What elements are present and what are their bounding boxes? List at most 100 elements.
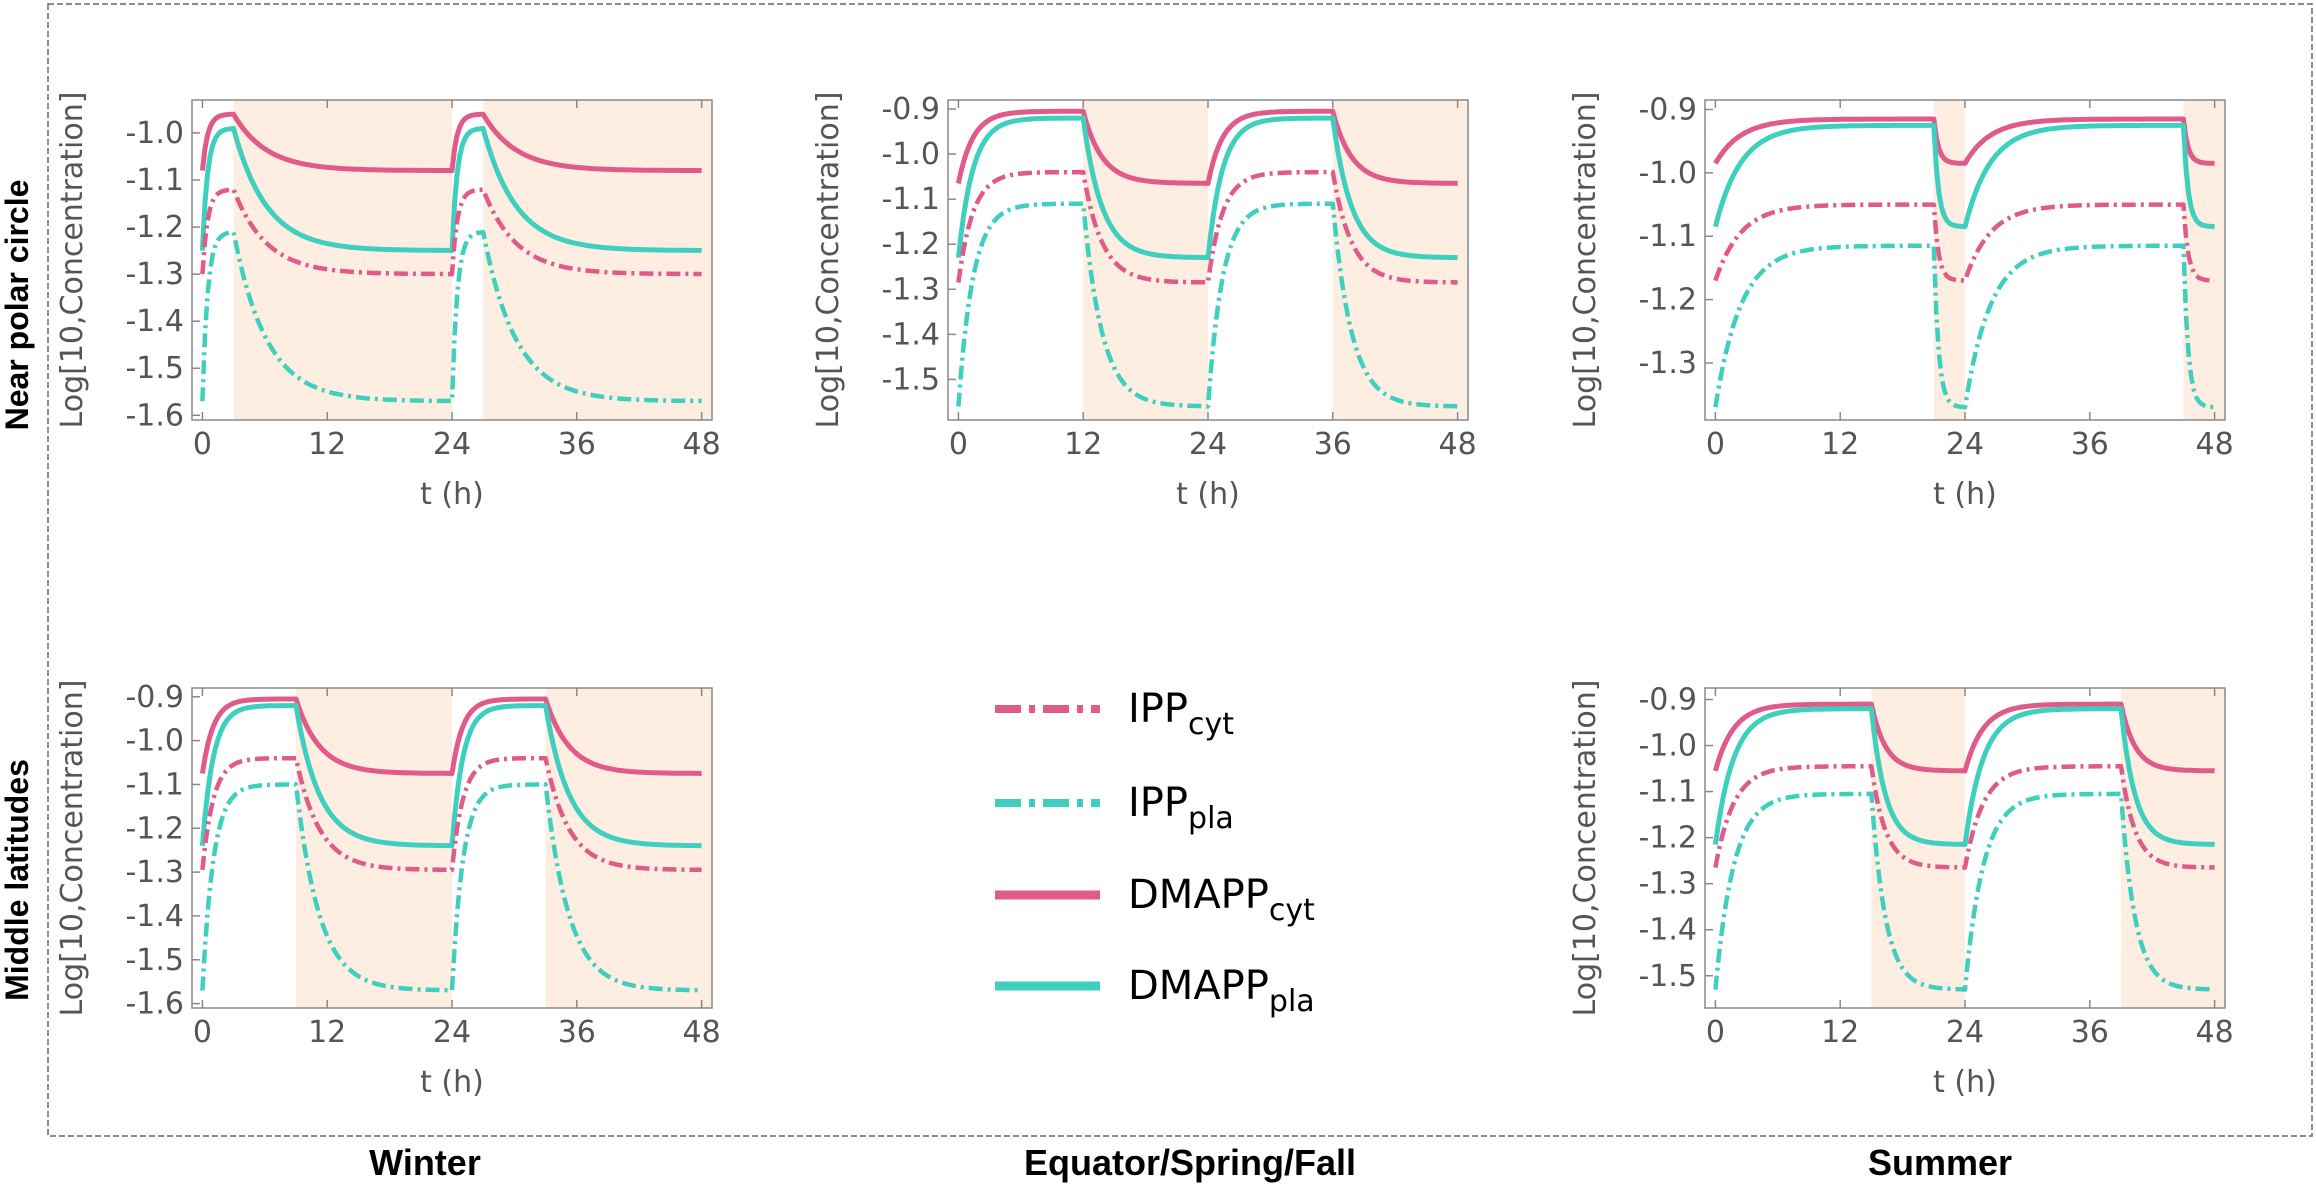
y-tick-label: -1.1 <box>881 182 940 217</box>
x-tick-label: 12 <box>308 1015 346 1050</box>
x-axis-label: t (h) <box>420 477 484 512</box>
chart-polar-winter: 0 12 24 36 48 -1.6 -1.5 -1.4 -1.3 -1.2 -1.1 -1.0 t (… <box>55 92 721 512</box>
y-tick-label: -1.1 <box>1638 775 1697 810</box>
legend-item-ipp-pla: IPPpla <box>995 780 1234 836</box>
panels: 0 12 24 36 48 -1.6 -1.5 -1.4 -1.3 -1.2 -1.1 -1.0 t (… <box>55 92 2234 1100</box>
y-tick-label: -1.4 <box>1638 913 1697 948</box>
y-tick-label: -1.1 <box>125 163 184 198</box>
y-tick-label: -1.2 <box>1638 821 1697 856</box>
figure-frame <box>47 3 2313 1137</box>
x-axis-label: t (h) <box>1176 477 1240 512</box>
night-band <box>1083 100 1208 420</box>
y-tick-label: -1.3 <box>881 272 940 307</box>
series-ipp-cyt <box>956 169 1458 285</box>
x-tick-label: 36 <box>1314 427 1352 462</box>
y-tick-label: -1.2 <box>881 227 940 262</box>
y-axis-label: Log[10,Concentration] <box>55 92 90 429</box>
chart-middle-summer: 0 12 24 36 48 -1.5 -1.4 -1.3 -1.2 -1.1 -1.0 -0.9 t (… <box>1568 680 2234 1100</box>
y-tick-label: -1.4 <box>125 899 184 934</box>
y-tick-label: -1.1 <box>1638 219 1697 254</box>
night-band <box>296 688 452 1008</box>
y-tick-label: -1.0 <box>1638 156 1697 191</box>
night-band <box>545 688 712 1008</box>
series-dmapp-pla <box>199 703 702 849</box>
x-axis-label: t (h) <box>420 1065 484 1100</box>
row-label-polar: Near polar circle <box>0 180 35 431</box>
y-tick-label: -1.0 <box>125 116 184 151</box>
x-tick-label: 0 <box>193 427 212 462</box>
y-tick-label: -0.9 <box>1638 93 1697 128</box>
y-tick-label: -1.5 <box>125 943 184 978</box>
x-tick-label: 48 <box>683 427 721 462</box>
series-ipp-cyt <box>200 755 702 873</box>
y-tick-label: -1.4 <box>125 304 184 339</box>
chart-polar-equinox: 0 12 24 36 48 -1.5 -1.4 -1.3 -1.2 -1.1 -1.0 -0.9 t (… <box>811 92 1477 512</box>
y-tick-label: -1.5 <box>881 362 940 397</box>
x-tick-label: 36 <box>558 427 596 462</box>
legend-item-dmapp-pla: DMAPPpla <box>995 963 1315 1019</box>
legend-label-dmapp-pla: DMAPP <box>1128 963 1269 1009</box>
x-tick-label: 12 <box>1821 427 1859 462</box>
series-dmapp-pla <box>1712 122 2215 230</box>
legend-sub-ipp-cyt: cyt <box>1188 707 1234 742</box>
y-tick-label: -0.9 <box>1638 683 1697 718</box>
x-tick-label: 0 <box>949 427 968 462</box>
x-tick-label: 48 <box>2196 1015 2234 1050</box>
x-tick-label: 24 <box>1946 1015 1984 1050</box>
night-band <box>1871 688 1965 1008</box>
x-tick-label: 0 <box>1706 427 1725 462</box>
y-tick-label: -1.0 <box>881 137 940 172</box>
y-axis-label: Log[10,Concentration] <box>1568 680 1603 1017</box>
series-dmapp-cyt <box>1713 701 2215 774</box>
series-ipp-cyt <box>1713 202 2215 283</box>
svg-text:DMAPPcyt: DMAPPcyt <box>1128 872 1315 928</box>
series-ipp-pla <box>1713 243 2215 410</box>
legend-sub-dmapp-cyt: cyt <box>1269 893 1315 928</box>
y-tick-label: -1.3 <box>125 855 184 890</box>
y-tick-label: -1.2 <box>1638 283 1697 318</box>
x-tick-label: 24 <box>433 1015 471 1050</box>
y-tick-label: -1.6 <box>125 398 184 433</box>
series-dmapp-cyt <box>199 696 702 776</box>
y-axis-label: Log[10,Concentration] <box>1568 92 1603 429</box>
x-axis-label: t (h) <box>1933 477 1997 512</box>
svg-text:IPPcyt: IPPcyt <box>1128 686 1234 742</box>
y-tick-label: -1.1 <box>125 767 184 802</box>
series-ipp-pla <box>200 229 702 404</box>
y-tick-label: -1.0 <box>1638 729 1697 764</box>
x-tick-label: 24 <box>433 427 471 462</box>
col-label-winter: Winter <box>369 1142 481 1183</box>
svg-text:DMAPPpla: DMAPPpla <box>1128 963 1315 1019</box>
series-ipp-pla <box>200 782 702 993</box>
legend-item-dmapp-cyt: DMAPPcyt <box>995 872 1315 928</box>
col-label-summer: Summer <box>1868 1142 2012 1183</box>
x-tick-label: 36 <box>558 1015 596 1050</box>
x-tick-label: 36 <box>2071 427 2109 462</box>
series-dmapp-cyt <box>955 108 1458 186</box>
series-ipp-pla <box>956 201 1458 409</box>
x-tick-label: 24 <box>1946 427 1984 462</box>
x-tick-label: 36 <box>2071 1015 2109 1050</box>
y-tick-label: -1.6 <box>125 987 184 1022</box>
y-tick-label: -1.5 <box>125 351 184 386</box>
y-tick-label: -1.2 <box>125 210 184 245</box>
col-label-equinox: Equator/Spring/Fall <box>1024 1142 1356 1183</box>
night-band <box>2121 688 2225 1008</box>
legend-sub-ipp-pla: pla <box>1188 801 1234 836</box>
x-tick-label: 0 <box>193 1015 212 1050</box>
x-tick-label: 0 <box>1706 1015 1725 1050</box>
x-tick-label: 48 <box>683 1015 721 1050</box>
legend-sub-dmapp-pla: pla <box>1269 984 1315 1019</box>
series-ipp-pla <box>1713 791 2215 992</box>
chart-polar-summer: 0 12 24 36 48 -1.3 -1.2 -1.1 -1.0 -0.9 t (h) Log[10… <box>1568 92 2234 512</box>
y-tick-label: -1.3 <box>1638 346 1697 381</box>
y-tick-label: -0.9 <box>881 92 940 127</box>
x-tick-label: 12 <box>1821 1015 1859 1050</box>
legend-label-ipp-cyt: IPP <box>1128 686 1188 732</box>
series-ipp-cyt <box>200 187 702 277</box>
y-tick-label: -1.3 <box>125 257 184 292</box>
x-tick-label: 48 <box>1439 427 1477 462</box>
y-axis-label: Log[10,Concentration] <box>811 92 846 429</box>
y-tick-label: -0.9 <box>125 680 184 715</box>
